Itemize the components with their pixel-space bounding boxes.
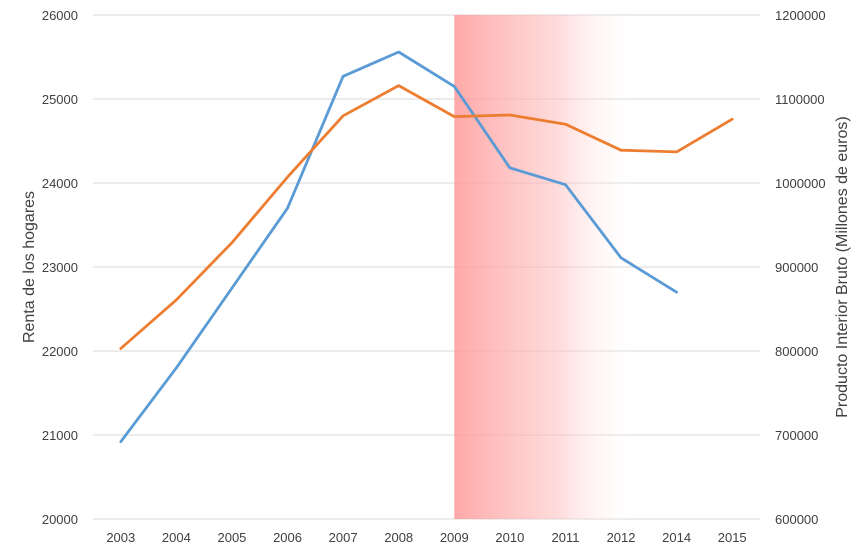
left-tick-label: 20000 (42, 512, 78, 527)
series-lines (119, 50, 734, 444)
series-line-pib (119, 84, 734, 350)
left-axis-title: Renta de los hogares (21, 191, 38, 343)
x-tick-label: 2003 (106, 530, 135, 545)
right-axis-title: Producto Interior Bruto (Millones de eur… (834, 116, 851, 417)
x-tick-label: 2011 (551, 530, 579, 545)
left-axis-ticks: 20000 21000 22000 23000 24000 25000 26000 (42, 8, 78, 527)
left-tick-label: 24000 (42, 176, 78, 191)
crisis-highlight-band (454, 15, 641, 519)
left-tick-label: 25000 (42, 92, 78, 107)
x-tick-label: 2008 (384, 530, 413, 545)
right-tick-label: 600000 (775, 512, 818, 527)
x-tick-label: 2006 (273, 530, 302, 545)
x-tick-label: 2009 (440, 530, 469, 545)
x-tick-label: 2010 (495, 530, 524, 545)
x-tick-label: 2005 (217, 530, 246, 545)
right-tick-label: 900000 (775, 260, 818, 275)
left-tick-label: 26000 (42, 8, 78, 23)
x-tick-label: 2007 (329, 530, 358, 545)
right-tick-label: 700000 (775, 428, 818, 443)
x-tick-label: 2015 (718, 530, 747, 545)
right-tick-label: 1000000 (775, 176, 826, 191)
right-tick-label: 1100000 (775, 92, 825, 107)
left-tick-label: 22000 (42, 344, 78, 359)
right-tick-label: 800000 (775, 344, 818, 359)
left-tick-label: 21000 (42, 428, 78, 443)
x-tick-label: 2012 (607, 530, 636, 545)
gridlines (93, 14, 760, 520)
right-tick-label: 1200000 (775, 8, 826, 23)
x-tick-label: 2014 (662, 530, 691, 545)
left-tick-label: 23000 (42, 260, 78, 275)
x-tick-label: 2004 (162, 530, 191, 545)
right-axis-ticks: 600000 700000 800000 900000 1000000 1100000 12… (775, 8, 826, 527)
x-axis-ticks: 2003 2004 2005 2006 2007 2008 2009 2010 2011 2012… (106, 530, 746, 545)
